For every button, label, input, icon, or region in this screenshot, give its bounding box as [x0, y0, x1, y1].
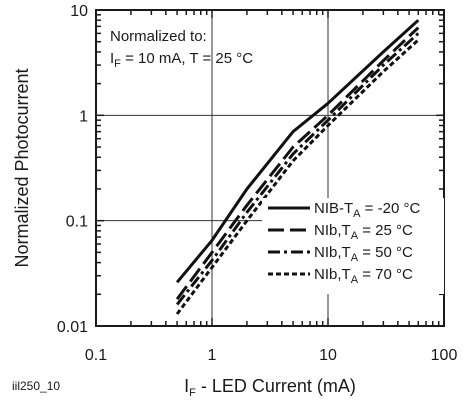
x-axis-title: IF - LED Current (mA)	[184, 376, 356, 399]
legend-label: NIb,TA = 25 °C	[314, 222, 413, 242]
plot-frame	[95, 9, 445, 327]
series-line-3	[175, 32, 420, 306]
annotation-line2: IF = 10 mA, T = 25 °C	[110, 50, 253, 70]
series-line-4	[175, 38, 420, 315]
y-tick-label: 0.01	[57, 319, 88, 336]
x-tick-label: 100	[431, 347, 458, 364]
legend-label: NIb,TA = 70 °C	[314, 266, 413, 286]
y-axis-title: Normalized Photocurrent	[12, 68, 32, 267]
ticks: 0.1 1 10 100 0.01 0.1 1 10	[57, 3, 458, 364]
y-tick-label: 1	[79, 108, 88, 125]
y-tick-label: 0.1	[66, 214, 88, 231]
series-lines	[175, 19, 420, 315]
series-line-2	[175, 26, 420, 300]
legend-label: NIB-TA = -20 °C	[314, 200, 420, 220]
x-tick-label: 10	[319, 347, 337, 364]
series-line-1	[175, 19, 420, 284]
annotation-line1: Normalized to:	[110, 28, 207, 45]
legend-box	[262, 198, 444, 294]
x-tick-label: 1	[208, 347, 217, 364]
y-tick-label: 10	[70, 3, 88, 20]
x-tick-label: 0.1	[85, 347, 107, 364]
figure-id: iil250_10	[12, 379, 60, 393]
legend-label: NIb,TA = 50 °C	[314, 244, 413, 264]
